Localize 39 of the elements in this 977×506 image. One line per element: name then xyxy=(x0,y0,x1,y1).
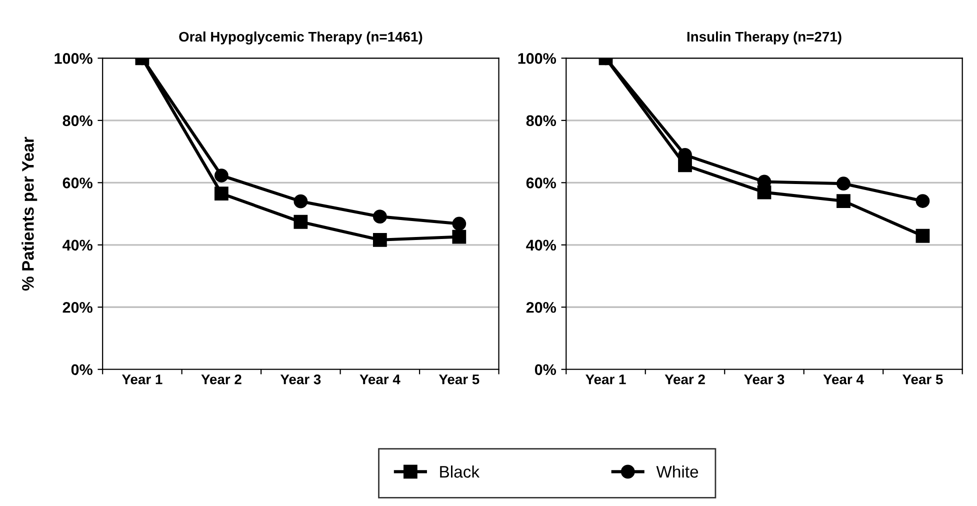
x-tick-label: Year 1 xyxy=(122,374,162,384)
y-tick-label: 0% xyxy=(534,364,556,376)
x-tick-label: Year 1 xyxy=(586,374,626,384)
y-axis-title: % Patients per Year xyxy=(22,136,38,291)
y-tick-label: 80% xyxy=(62,115,92,126)
point xyxy=(372,210,387,224)
point xyxy=(294,214,308,229)
x-tick-label: Year 2 xyxy=(201,374,242,384)
y-tick-label: 20% xyxy=(62,302,92,313)
chart-title: Insulin Therapy (n=271) xyxy=(687,31,842,44)
y-tick-label: 40% xyxy=(62,240,92,251)
point xyxy=(214,186,228,201)
x-tick-label: Year 4 xyxy=(823,374,864,384)
y-tick-label: 60% xyxy=(526,178,556,188)
x-tick-label: Year 5 xyxy=(902,374,943,384)
legend-label: Black xyxy=(440,465,480,478)
y-tick-label: 60% xyxy=(62,178,92,188)
x-tick-label: Year 2 xyxy=(664,374,705,384)
y-tick-label: 0% xyxy=(71,364,92,376)
y-tick-label: 100% xyxy=(518,53,556,64)
x-tick-label: Year 4 xyxy=(360,374,400,384)
y-tick-label: 80% xyxy=(526,115,556,126)
x-tick-label: Year 3 xyxy=(744,374,784,384)
point xyxy=(452,216,466,231)
point xyxy=(294,194,308,208)
point xyxy=(452,230,466,244)
x-tick-label: Year 3 xyxy=(280,374,321,384)
chart-title: Oral Hypoglycemic Therapy (n=1461) xyxy=(179,31,422,44)
point xyxy=(372,232,387,247)
point xyxy=(916,194,930,208)
legend-label: White xyxy=(656,465,698,478)
x-tick-label: Year 5 xyxy=(438,374,480,384)
y-tick-label: 20% xyxy=(526,302,556,313)
point xyxy=(916,228,930,243)
point xyxy=(836,176,850,191)
y-tick-label: 40% xyxy=(526,240,556,251)
y-tick-label: 100% xyxy=(54,53,92,64)
point xyxy=(836,194,850,208)
point xyxy=(214,168,228,182)
